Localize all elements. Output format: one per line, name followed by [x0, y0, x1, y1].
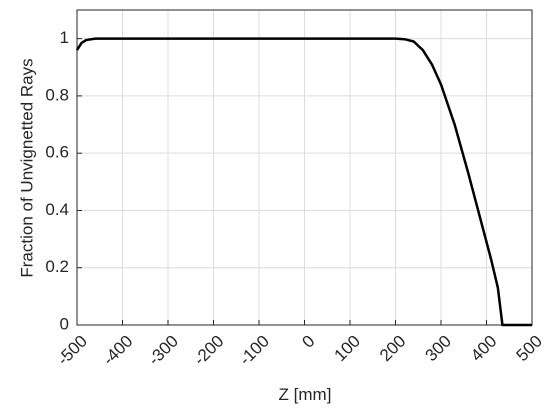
y-tick-label: 0.4: [45, 200, 69, 219]
y-tick-label: 0.2: [45, 257, 69, 276]
x-tick-label: 300: [422, 332, 455, 365]
x-tick-label: -100: [236, 332, 273, 369]
x-tick-label: -300: [145, 332, 182, 369]
x-tick-label: 500: [513, 332, 546, 365]
x-tick-label: -500: [54, 332, 91, 369]
x-tick-label: 0: [298, 332, 318, 352]
x-tick-label: 200: [376, 332, 409, 365]
data-line: [75, 37, 532, 327]
x-tick-label: -400: [99, 332, 136, 369]
x-tick-label: -200: [190, 332, 227, 369]
x-axis-label: Z [mm]: [279, 385, 332, 404]
x-tick-label: 400: [467, 332, 500, 365]
y-tick-label: 0.6: [45, 143, 69, 162]
x-tick-label: 100: [331, 332, 364, 365]
y-axis-label: Fraction of Unvignetted Rays: [17, 58, 36, 277]
y-tick-label: 0.8: [45, 85, 69, 104]
plot-frame: [76, 9, 533, 326]
y-tick-label: 1: [60, 28, 69, 47]
y-tick-label: 0: [60, 314, 69, 333]
